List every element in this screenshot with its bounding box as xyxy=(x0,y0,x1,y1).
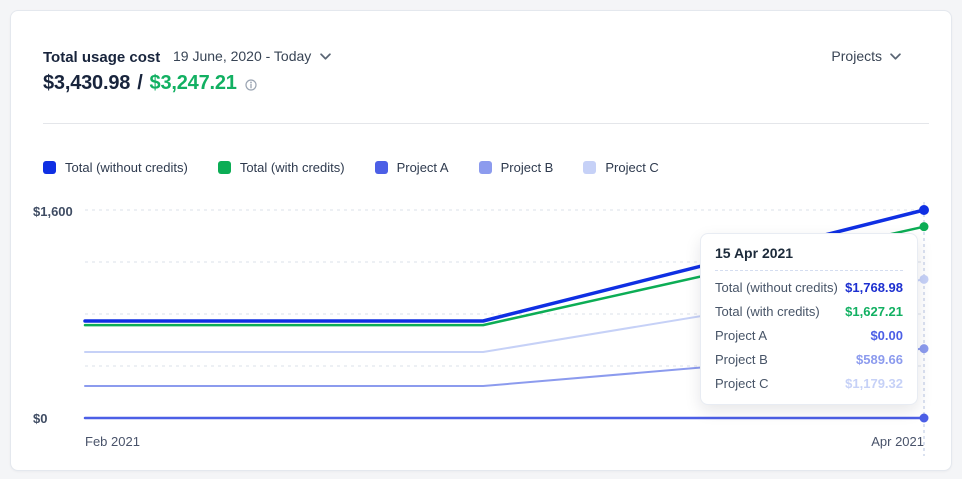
tooltip-date: 15 Apr 2021 xyxy=(715,245,903,271)
y-axis-tick-max: $1,600 xyxy=(33,204,73,219)
legend-swatch xyxy=(374,161,388,174)
tooltip-row-value: $589.66 xyxy=(856,351,903,367)
projects-dropdown[interactable]: Projects xyxy=(831,48,901,64)
chart-legend: Total (without credits) Total (with cred… xyxy=(43,160,659,175)
legend-item-total-without-credits[interactable]: Total (without credits) xyxy=(43,160,188,175)
projects-dropdown-label: Projects xyxy=(831,48,882,64)
info-icon[interactable] xyxy=(245,78,257,91)
tooltip-row-value: $0.00 xyxy=(870,327,903,343)
legend-label: Project A xyxy=(396,160,449,175)
x-axis-tick-apr: Apr 2021 xyxy=(871,434,924,449)
legend-swatch xyxy=(43,161,56,174)
x-axis-tick-feb: Feb 2021 xyxy=(85,434,140,449)
tooltip-row: Total (with credits) $1,627.21 xyxy=(715,299,903,323)
legend-swatch xyxy=(478,161,492,174)
amount-without-credits: $3,430.98 xyxy=(43,72,131,94)
date-range-dropdown[interactable]: 19 June, 2020 - Today xyxy=(173,48,332,64)
amount-separator: / xyxy=(137,72,143,94)
tooltip-row-label: Project A xyxy=(715,327,768,343)
y-axis-tick-zero: $0 xyxy=(33,411,48,426)
total-usage-amounts: $3,430.98 / $3,247.21 xyxy=(43,72,257,95)
tooltip-row-value: $1,627.21 xyxy=(845,303,903,319)
tooltip-rows: Total (without credits) $1,768.98 Total … xyxy=(715,271,903,395)
legend-item-project-a[interactable]: Project A xyxy=(374,160,449,175)
chevron-down-icon xyxy=(320,52,332,60)
legend-item-total-with-credits[interactable]: Total (with credits) xyxy=(217,160,345,175)
tooltip-row-value: $1,179.32 xyxy=(845,375,903,391)
date-range-label: 19 June, 2020 - Today xyxy=(173,48,312,64)
chart-tooltip: 15 Apr 2021 Total (without credits) $1,7… xyxy=(700,233,918,405)
header-divider xyxy=(43,123,929,124)
legend-swatch xyxy=(583,161,597,174)
tooltip-row-label: Total (without credits) xyxy=(715,279,838,295)
legend-label: Total (without credits) xyxy=(65,160,188,175)
amount-with-credits: $3,247.21 xyxy=(149,72,237,94)
tooltip-row-label: Total (with credits) xyxy=(715,303,820,319)
legend-swatch xyxy=(217,161,231,174)
tooltip-row: Project B $589.66 xyxy=(715,347,903,371)
page-title: Total usage cost xyxy=(43,49,161,66)
legend-item-project-c[interactable]: Project C xyxy=(583,160,659,175)
tooltip-row-label: Project C xyxy=(715,375,769,391)
tooltip-row-label: Project B xyxy=(715,351,768,367)
legend-label: Project B xyxy=(500,160,554,175)
legend-label: Total (with credits) xyxy=(239,160,345,175)
legend-item-project-b[interactable]: Project B xyxy=(478,160,554,175)
tooltip-row: Total (without credits) $1,768.98 xyxy=(715,275,903,299)
legend-label: Project C xyxy=(605,160,659,175)
tooltip-row: Project A $0.00 xyxy=(715,323,903,347)
tooltip-row-value: $1,768.98 xyxy=(845,279,903,295)
tooltip-row: Project C $1,179.32 xyxy=(715,371,903,395)
chevron-down-icon xyxy=(890,52,901,60)
